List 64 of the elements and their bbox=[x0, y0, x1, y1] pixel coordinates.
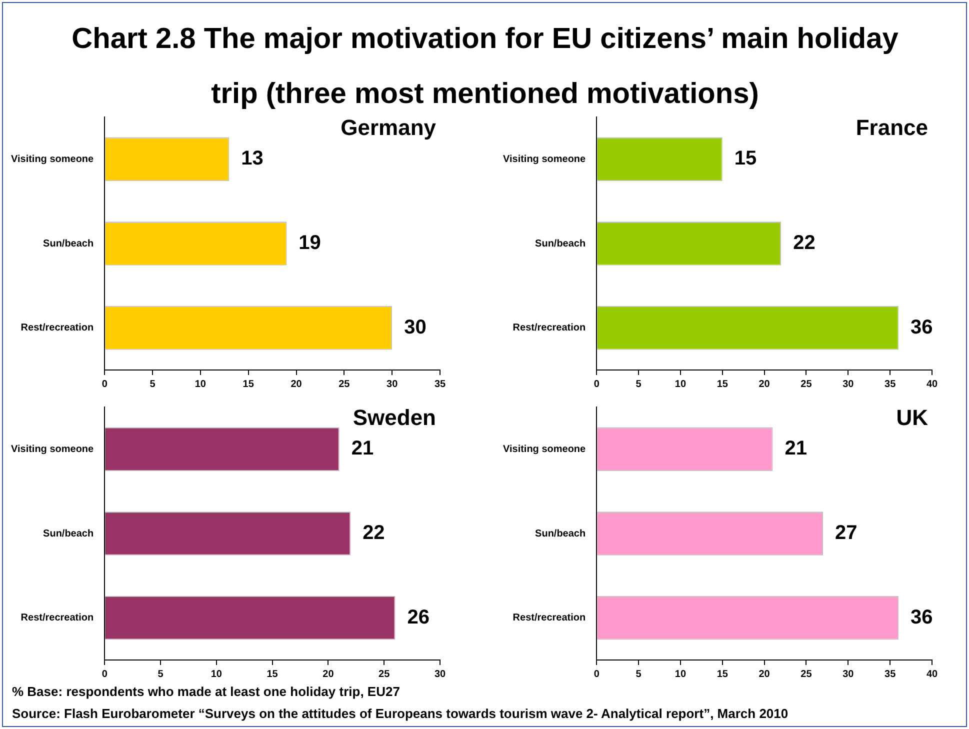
x-tick-label: 20 bbox=[322, 668, 334, 680]
data-label: 22 bbox=[362, 522, 385, 544]
data-label: 21 bbox=[351, 438, 374, 460]
chart-title: France bbox=[856, 115, 928, 140]
x-tick-label: 20 bbox=[290, 378, 302, 390]
text: % Base: respondents who made at least one holiday trip, EU27 bbox=[12, 684, 400, 699]
x-tick-label: 30 bbox=[434, 668, 446, 680]
y-tick-label: Rest/recreation bbox=[512, 322, 586, 334]
x-tick-label: 0 bbox=[594, 378, 600, 390]
y-tick-label: Sun/beach bbox=[43, 238, 94, 250]
chart-title: Germany bbox=[340, 115, 437, 140]
data-label: 26 bbox=[407, 606, 430, 628]
x-tick-label: 20 bbox=[758, 378, 770, 390]
data-label: 21 bbox=[784, 438, 807, 460]
chart-title: UK bbox=[896, 405, 928, 430]
y-tick-label: Sun/beach bbox=[535, 528, 586, 540]
x-tick-label: 40 bbox=[926, 668, 938, 680]
y-tick-label: Visiting someone bbox=[10, 444, 94, 455]
x-tick-label: 10 bbox=[210, 668, 222, 680]
y-tick-label: Visiting someone bbox=[502, 154, 586, 165]
y-tick-label: Visiting someone bbox=[10, 154, 94, 165]
text: Chart 2.8 The major motivation for EU citizens’ main holiday trip (three most mentioned motivations) bbox=[72, 23, 898, 110]
y-tick-label: Rest/recreation bbox=[20, 322, 94, 334]
y-tick-label: Rest/recreation bbox=[512, 612, 586, 624]
data-label: 30 bbox=[404, 316, 426, 338]
x-tick-label: 30 bbox=[842, 378, 854, 390]
y-tick-label: Sun/beach bbox=[43, 528, 94, 540]
data-label: 19 bbox=[298, 232, 321, 254]
x-tick-label: 0 bbox=[102, 668, 108, 680]
x-tick-label: 35 bbox=[884, 378, 896, 390]
x-tick-label: 40 bbox=[926, 378, 938, 390]
x-tick-label: 0 bbox=[594, 668, 600, 680]
x-tick-label: 5 bbox=[636, 668, 642, 680]
data-label: 36 bbox=[910, 316, 933, 338]
data-label: 27 bbox=[835, 522, 858, 544]
x-tick-label: 35 bbox=[434, 378, 446, 390]
x-tick-label: 15 bbox=[716, 668, 728, 680]
y-tick-label: Rest/recreation bbox=[20, 612, 94, 624]
source-note: Source: Flash Eurobarometer “Surveys on the attitudes of Europeans towards tourism wave 2- Analytical report”, March 2010 bbox=[12, 706, 788, 721]
x-tick-label: 30 bbox=[386, 378, 398, 390]
x-tick-label: 15 bbox=[716, 378, 728, 390]
x-tick-label: 10 bbox=[194, 378, 206, 390]
x-tick-label: 20 bbox=[758, 668, 770, 680]
y-tick-label: Visiting someone bbox=[502, 444, 586, 455]
x-tick-label: 35 bbox=[884, 668, 896, 680]
y-tick-label: Sun/beach bbox=[535, 238, 586, 250]
x-tick-label: 25 bbox=[378, 668, 390, 680]
data-label: 36 bbox=[910, 606, 933, 628]
x-tick-label: 30 bbox=[842, 668, 854, 680]
x-tick-label: 25 bbox=[800, 378, 812, 390]
x-tick-label: 5 bbox=[158, 668, 164, 680]
data-label: 22 bbox=[793, 232, 816, 254]
x-tick-label: 0 bbox=[102, 378, 108, 390]
data-label: 13 bbox=[241, 148, 264, 170]
chart-title: Sweden bbox=[352, 405, 436, 430]
data-label: 15 bbox=[734, 148, 757, 170]
x-tick-label: 15 bbox=[266, 668, 278, 680]
x-tick-label: 25 bbox=[800, 668, 812, 680]
x-tick-label: 5 bbox=[150, 378, 156, 390]
x-tick-label: 5 bbox=[636, 378, 642, 390]
x-tick-label: 10 bbox=[674, 668, 686, 680]
x-tick-label: 15 bbox=[242, 378, 254, 390]
x-tick-label: 10 bbox=[674, 378, 686, 390]
x-tick-label: 25 bbox=[338, 378, 350, 390]
